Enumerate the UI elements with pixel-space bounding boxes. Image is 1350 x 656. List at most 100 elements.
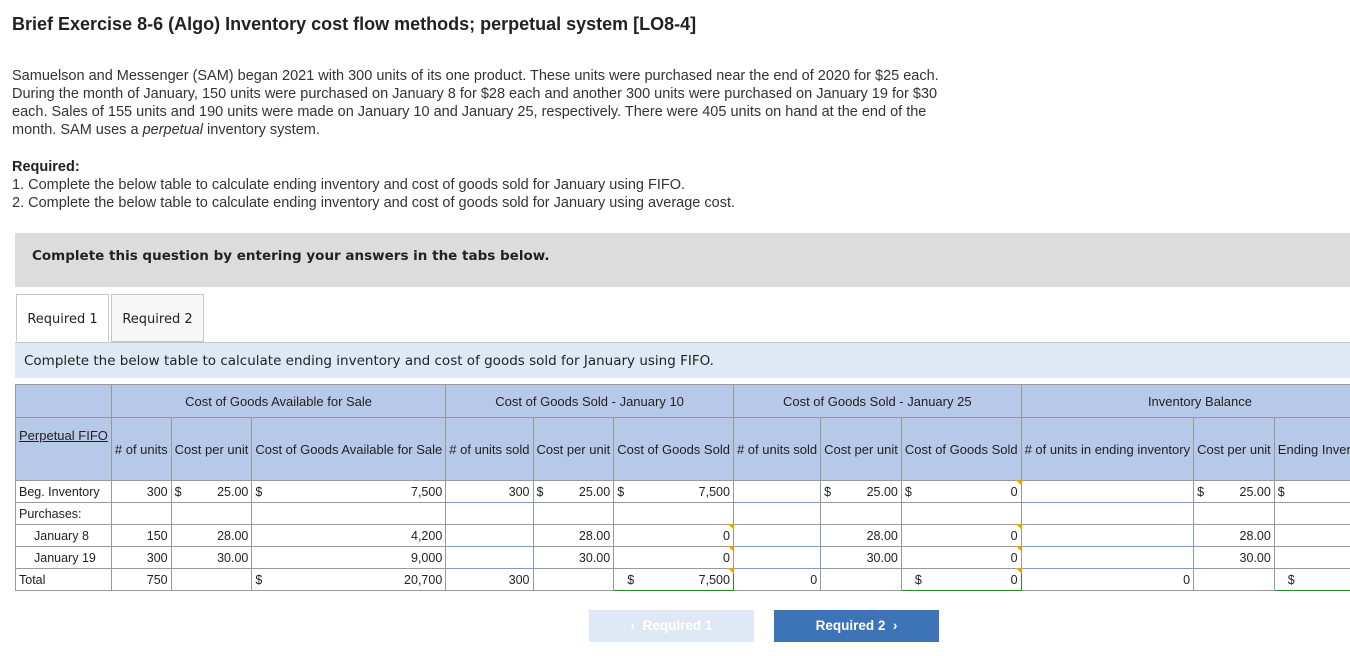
row-label: Purchases:: [15, 502, 112, 525]
empty-cell: [613, 502, 734, 525]
empty-cell: [1193, 568, 1275, 591]
group-header-balance: Inventory Balance: [1020, 384, 1350, 418]
jan25-units-input[interactable]: [732, 524, 822, 547]
jan25-cogs-cell: 0: [900, 524, 1022, 547]
next-required-button[interactable]: Required 2 ›: [774, 610, 939, 642]
cpu-cell: 30.00: [170, 546, 253, 569]
tab-required-1[interactable]: Required 1: [16, 294, 109, 342]
col-cost-per-unit-ending: Cost per unit: [1193, 417, 1275, 481]
ending-cpu-cell: $25.00: [1193, 480, 1275, 503]
col-cost-per-unit-jan10: Cost per unit: [532, 417, 615, 481]
dollar-sign: $: [1197, 484, 1205, 499]
jan10-cpu-cell: 28.00: [532, 524, 615, 547]
ending-units-total: 0: [1020, 568, 1195, 591]
cogs-value: 0: [1010, 484, 1018, 499]
row-label: Total: [15, 568, 112, 591]
col-cogs-jan10: Cost of Goods Sold: [613, 417, 734, 481]
jan10-units-input[interactable]: 300: [445, 480, 534, 503]
jan25-units-input[interactable]: [732, 546, 822, 569]
description-text-end: inventory system.: [203, 122, 320, 138]
cogas-cell: $7,500: [251, 480, 447, 503]
jan10-units-input[interactable]: [445, 524, 534, 547]
cogas-cell: 9,000: [251, 546, 447, 569]
dollar-sign: $: [1287, 572, 1295, 587]
cogs-value: 7,500: [698, 484, 730, 499]
perpetual-fifo-link[interactable]: Perpetual FIFO: [15, 417, 112, 481]
jan10-units-input[interactable]: [445, 546, 534, 569]
table-row: Beg. Inventory 300 $25.00 $7,500 300 $25…: [15, 480, 1350, 503]
empty-cell: [532, 568, 615, 591]
jan25-cogs-total: $0: [900, 568, 1022, 591]
exercise-title: Brief Exercise 8-6 (Algo) Inventory cost…: [12, 14, 697, 34]
next-button-label: Required 2: [815, 618, 886, 633]
ending-cpu-cell: 30.00: [1193, 546, 1275, 569]
ending-units-input[interactable]: [1020, 480, 1195, 503]
jan25-units-total: 0: [732, 568, 822, 591]
dollar-sign: $: [617, 484, 625, 499]
jan10-cogs-cell: 0: [613, 546, 735, 569]
cpu-cell: $25.00: [170, 480, 253, 503]
cogas-cell: 4,200: [251, 524, 447, 547]
col-cogas: Cost of Goods Available for Sale: [251, 417, 447, 481]
dollar-sign: $: [824, 484, 832, 499]
col-ending-inventory: Ending Inventory: [1273, 417, 1350, 481]
cpu-value: 25.00: [578, 484, 611, 499]
empty-cell: [1020, 502, 1195, 525]
group-header-available: Cost of Goods Available for Sale: [110, 384, 447, 418]
ending-inv-cell: 0: [1273, 524, 1350, 547]
table-row: January 19 300 30.00 9,000 30.00 0 30.00…: [15, 546, 1350, 569]
units-cell: 300: [110, 546, 172, 569]
empty-cell: [110, 502, 172, 525]
required-item-1: 1. Complete the below table to calculate…: [12, 177, 686, 193]
cogs-total-value: 7,500: [698, 572, 730, 587]
units-cell: 300: [110, 480, 172, 503]
sub-instruction-text: Complete the below table to calculate en…: [24, 353, 714, 369]
col-units-sold-jan10: # of units sold: [445, 417, 534, 481]
jan25-units-input[interactable]: [732, 480, 822, 503]
jan10-cogs-cell: 0: [613, 524, 735, 547]
jan10-cpu-cell: 30.00: [532, 546, 615, 569]
empty-cell: [532, 502, 615, 525]
instruction-text: Complete this question by entering your …: [32, 248, 550, 264]
table-row: Purchases:: [15, 502, 1350, 525]
cogas-total-value: 20,700: [404, 572, 443, 587]
jan10-units-total: 300: [445, 568, 534, 591]
jan25-cpu-cell: 28.00: [820, 524, 902, 547]
col-cost-per-unit-jan25: Cost per unit: [820, 417, 902, 481]
col-units-ending: # of units in ending inventory: [1020, 417, 1195, 481]
cogas-value: 7,500: [411, 484, 443, 499]
col-cogs-jan25: Cost of Goods Sold: [900, 417, 1022, 481]
dollar-sign: $: [255, 484, 263, 499]
dollar-sign: $: [914, 572, 922, 587]
ending-inv-total: $0: [1273, 568, 1350, 591]
empty-cell: [732, 502, 822, 525]
cpu-value: 25.00: [217, 484, 249, 499]
table-row-total: Total 750 $20,700 300 $7,500 0 $0 0 $0: [15, 568, 1350, 591]
dollar-sign: $: [536, 484, 544, 499]
sub-instruction-bar: Complete the below table to calculate en…: [15, 342, 1350, 378]
empty-cell: [170, 502, 253, 525]
dollar-sign: $: [174, 484, 182, 499]
fifo-table: Cost of Goods Available for Sale Cost of…: [15, 384, 1350, 591]
empty-cell: [820, 568, 902, 591]
tab-required-2[interactable]: Required 2: [111, 294, 204, 342]
ending-units-input[interactable]: [1020, 546, 1195, 569]
units-total: 750: [110, 568, 172, 591]
ending-units-input[interactable]: [1020, 524, 1195, 547]
jan10-cogs-cell: $7,500: [613, 480, 734, 503]
required-item-2: 2. Complete the below table to calculate…: [12, 195, 736, 211]
prev-button-label: Required 1: [642, 618, 713, 633]
empty-cell: [900, 502, 1022, 525]
jan25-cpu-cell: 30.00: [820, 546, 902, 569]
prev-required-button[interactable]: ‹ Required 1: [589, 610, 754, 642]
dollar-sign: $: [627, 572, 635, 587]
dollar-sign: $: [1277, 484, 1285, 499]
ending-inv-cell: $0: [1273, 480, 1350, 503]
description-italic: perpetual: [142, 122, 204, 138]
group-header-jan10: Cost of Goods Sold - January 10: [445, 384, 734, 418]
group-header-jan25: Cost of Goods Sold - January 25: [732, 384, 1022, 418]
header-blank: [15, 384, 112, 418]
empty-cell: [820, 502, 902, 525]
cpu-value: 25.00: [1239, 484, 1271, 499]
ending-cpu-cell: 28.00: [1193, 524, 1275, 547]
